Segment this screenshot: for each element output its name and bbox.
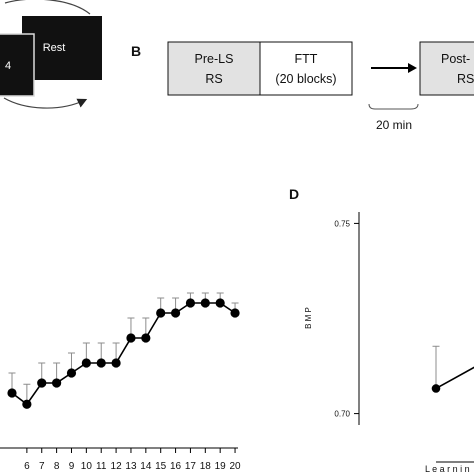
panel-b: B Pre-LS RS FTT (20 blocks) Post- RS 20 … — [131, 41, 474, 132]
ftt-box — [259, 41, 353, 96]
chart-c-point — [66, 368, 77, 378]
stimulus-screen-task — [0, 33, 35, 97]
chart-d-points — [431, 384, 441, 393]
chart-c-x-tick-label: 9 — [69, 461, 75, 472]
panel-a-fragment: Rest 4 — [0, 0, 102, 109]
chart-c-point — [141, 333, 151, 343]
chart-c-x-tick-label: 20 — [229, 461, 241, 472]
chart-c-x-tick-label: 17 — [185, 461, 197, 472]
post-rs-box — [419, 41, 474, 96]
chart-c-point — [170, 308, 181, 318]
chart-c-x-tick-label: 19 — [215, 461, 227, 472]
chart-c-point — [111, 358, 121, 368]
chart-c-x-tick-label: 7 — [39, 461, 45, 472]
post-rs-label: RS — [457, 72, 474, 86]
chart-c-x-tick-label: 16 — [170, 461, 182, 472]
chart-c-x-tick-label: 11 — [96, 461, 107, 472]
stimulus-screen-rest — [22, 16, 102, 80]
chart-d-y-tick-label: 0.75 — [334, 219, 350, 228]
chart-c-error-bars — [8, 292, 239, 405]
chart-c-point — [230, 308, 240, 318]
chart-c-point — [7, 388, 17, 398]
interval-arrow-head — [408, 63, 417, 73]
chart-d-point — [431, 384, 441, 393]
chart-c-x-tick-label: 15 — [155, 461, 167, 472]
chart-c-x-tick-label: 6 — [24, 461, 30, 472]
chart-c-x-tick-label: 12 — [111, 461, 123, 472]
task-screen-text: 4 — [5, 60, 11, 72]
cycle-arrow-top — [4, 0, 91, 15]
chart-d-xlabel: L e a r n i n — [425, 464, 470, 474]
chart-d-y-tick-label: 0.70 — [334, 410, 350, 419]
panel-d-chart: D 0.75 0.70 B M P L e a r n i n — [289, 186, 474, 474]
chart-c-x-tick-label: 18 — [200, 461, 212, 472]
panel-c-chart: 6 7 8 9 10 11 12 13 14 15 16 17 18 19 20 — [0, 292, 241, 472]
chart-d-error-bars — [432, 345, 440, 389]
chart-c-x-tick-label: 10 — [81, 461, 93, 472]
chart-c-x-tick-label: 8 — [54, 461, 60, 472]
ftt-blocks-label: (20 blocks) — [275, 72, 336, 86]
chart-c-point — [126, 333, 136, 343]
chart-c-point — [215, 298, 225, 308]
panel-b-label: B — [131, 43, 141, 59]
chart-c-x-tick-label: 14 — [140, 461, 152, 472]
chart-d-y-ticks: 0.75 0.70 — [334, 219, 359, 419]
interval-label: 20 min — [376, 118, 412, 132]
chart-c-point — [156, 308, 166, 318]
panel-d-label: D — [289, 186, 299, 202]
chart-c-point — [22, 399, 32, 409]
rest-screen-text: Rest — [43, 42, 66, 54]
chart-c-point — [37, 378, 47, 388]
pre-ls-label: Pre-LS — [195, 52, 234, 66]
chart-d-series-line — [435, 366, 474, 390]
chart-c-point — [185, 298, 196, 308]
chart-c-point — [52, 378, 62, 388]
chart-c-x-tick-label: 13 — [125, 461, 137, 472]
post-label: Post- — [441, 52, 470, 66]
chart-c-point — [81, 358, 91, 368]
chart-c-points — [7, 298, 240, 409]
chart-c-point — [200, 298, 210, 308]
chart-c-series-line — [11, 302, 236, 406]
pre-rs-label: RS — [205, 72, 222, 86]
chart-d-ylabel: B M P — [304, 307, 313, 329]
chart-c-x-ticks: 6 7 8 9 10 11 12 13 14 15 16 17 18 19 20 — [24, 448, 241, 472]
pre-ls-rs-box — [167, 41, 261, 96]
cycle-arrow-bottom — [3, 97, 88, 109]
ftt-label: FTT — [295, 52, 318, 66]
chart-c-point — [96, 358, 106, 368]
interval-bracket — [368, 103, 419, 110]
